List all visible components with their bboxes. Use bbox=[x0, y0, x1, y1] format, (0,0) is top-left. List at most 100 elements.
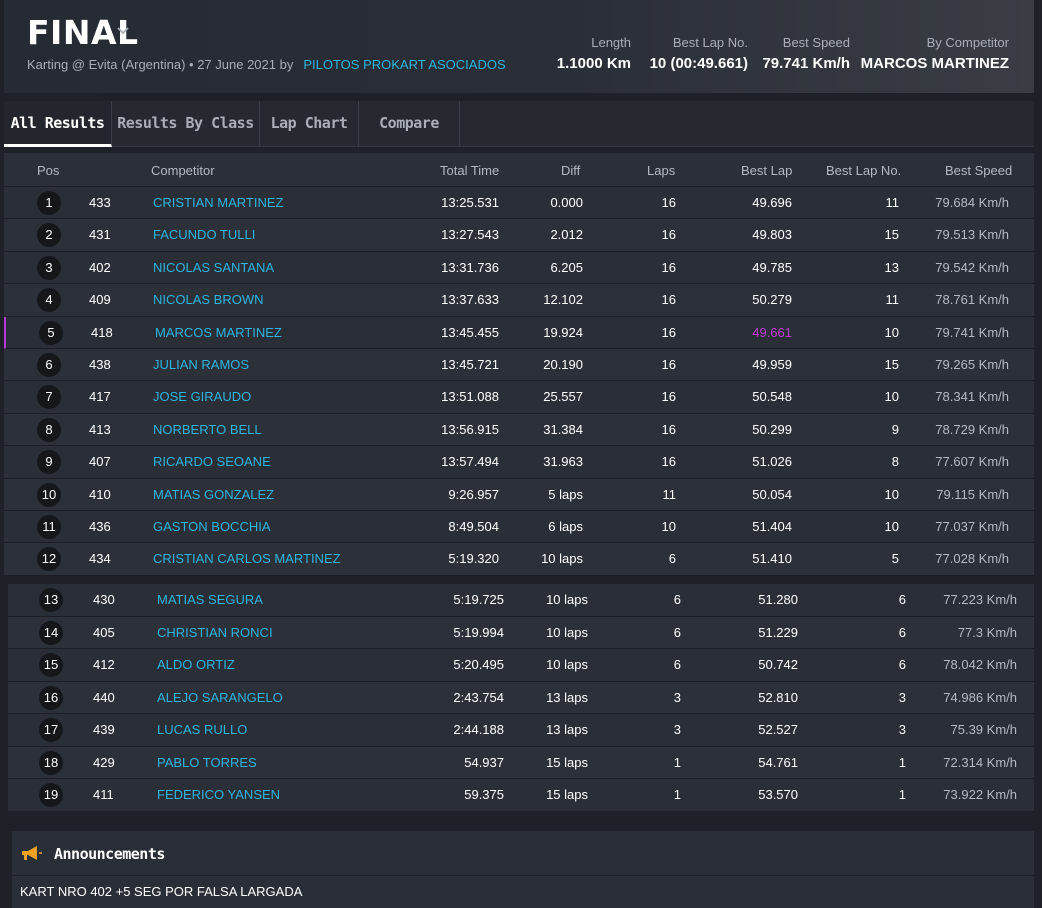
col-laps[interactable]: Laps bbox=[647, 163, 676, 178]
best-speed: 78.042 Km/h bbox=[943, 657, 1017, 672]
col-diff[interactable]: Diff bbox=[561, 163, 581, 178]
best-speed: 72.314 Km/h bbox=[943, 754, 1017, 770]
table-row[interactable]: 17 439 LUCAS RULLO 2:44.188 13 laps 3 52.527 3 7… bbox=[8, 714, 1034, 747]
table-row[interactable]: 18 429 PABLO TORRES 54.937 15 laps 1 54.761 1 72… bbox=[8, 746, 1034, 779]
laps: 6 bbox=[673, 592, 681, 607]
table-row[interactable]: 19 411 FEDERICO YANSEN 59.375 15 laps 1 53.570… bbox=[8, 779, 1034, 812]
laps: 3 bbox=[673, 689, 681, 705]
col-best-speed[interactable]: Best Speed bbox=[945, 163, 1013, 178]
competitor-name[interactable]: NORBERTO BELL bbox=[153, 421, 262, 437]
best-speed: 77.037 Km/h bbox=[935, 518, 1009, 534]
best-speed: 77.028 Km/h bbox=[935, 551, 1009, 567]
laps: 16 bbox=[661, 454, 676, 470]
table-row[interactable]: 15 412 ALDO ORTIZ 5:20.495 10 laps 6 50.742 6 78… bbox=[8, 649, 1034, 682]
competitor-name[interactable]: ALEJO SARANGELO bbox=[157, 689, 283, 705]
tab-all-results[interactable]: All Results bbox=[4, 101, 112, 147]
position-badge: 15 bbox=[39, 653, 63, 677]
table-row[interactable]: 5 418 MARCOS MARTINEZ 13:45.455 19.924 16 49.6… bbox=[4, 316, 1034, 349]
best-lap-no: 3 bbox=[898, 722, 906, 737]
megaphone-icon bbox=[22, 846, 42, 860]
diff: 15 laps bbox=[546, 754, 588, 770]
table-row[interactable]: 4 409 NICOLAS BROWN 13:37.633 12.102 16 50.279… bbox=[4, 284, 1034, 317]
competitor-name[interactable]: NICOLAS BROWN bbox=[153, 292, 264, 308]
best-lap: 50.742 bbox=[758, 657, 798, 672]
table-row[interactable]: 7 417 JOSE GIRAUDO 13:51.088 25.557 16 50.548 1… bbox=[4, 381, 1034, 414]
competitor-name[interactable]: PABLO TORRES bbox=[157, 754, 257, 770]
col-best-lap-no[interactable]: Best Lap No. bbox=[826, 163, 902, 178]
diff: 20.190 bbox=[543, 356, 583, 372]
position-badge: 8 bbox=[37, 417, 61, 442]
competitor-name[interactable]: JOSE GIRAUDO bbox=[153, 389, 252, 405]
best-lap-no: 11 bbox=[885, 195, 900, 210]
competitor-name[interactable]: RICARDO SEOANE bbox=[153, 454, 271, 470]
tab-compare[interactable]: Compare bbox=[359, 101, 460, 147]
position-badge: 19 bbox=[39, 783, 63, 807]
competitor-name[interactable]: MATIAS GONZALEZ bbox=[153, 486, 275, 502]
diff: 15 laps bbox=[546, 787, 588, 802]
laps: 16 bbox=[661, 324, 676, 340]
best-speed: 78.761 Km/h bbox=[935, 292, 1009, 308]
competitor-name[interactable]: MARCOS MARTINEZ bbox=[155, 324, 282, 340]
diff: 13 laps bbox=[546, 689, 588, 705]
best-speed: 78.341 Km/h bbox=[935, 389, 1009, 405]
diff: 31.963 bbox=[543, 454, 583, 470]
col-total-time[interactable]: Total Time bbox=[440, 163, 500, 178]
competitor-name[interactable]: MATIAS SEGURA bbox=[157, 592, 263, 607]
best-speed: 77.3 Km/h bbox=[957, 624, 1017, 640]
competitor-name[interactable]: FEDERICO YANSEN bbox=[157, 787, 281, 802]
laps: 16 bbox=[661, 389, 676, 405]
diff: 0.000 bbox=[550, 195, 583, 210]
diff: 10 laps bbox=[541, 551, 583, 567]
table-row[interactable]: 8 413 NORBERTO BELL 13:56.915 31.384 16 50.299… bbox=[4, 413, 1034, 447]
competitor-name[interactable]: CRISTIAN MARTINEZ bbox=[153, 195, 284, 210]
kart-number: 436 bbox=[89, 518, 111, 534]
table-row[interactable]: 2 431 FACUNDO TULLI 13:27.543 2.012 16 49.803 1… bbox=[4, 219, 1034, 252]
competitor-name[interactable]: NICOLAS SANTANA bbox=[153, 259, 275, 275]
best-lap-no: 9 bbox=[891, 421, 899, 437]
best-lap: 51.280 bbox=[758, 592, 798, 607]
best-speed: 78.729 Km/h bbox=[935, 421, 1009, 437]
best-speed: 75.39 Km/h bbox=[950, 722, 1018, 737]
col-pos[interactable]: Pos bbox=[37, 163, 60, 178]
total-time: 13:31.736 bbox=[441, 259, 499, 275]
table-row[interactable]: 3 402 NICOLAS SANTANA 13:31.736 6.205 16 49.78… bbox=[4, 251, 1034, 285]
competitor-name[interactable]: GASTON BOCCHIA bbox=[153, 518, 271, 534]
best-lap: 54.761 bbox=[758, 754, 798, 770]
tab-results-by-class[interactable]: Results By Class bbox=[112, 101, 260, 147]
kart-number: 402 bbox=[89, 259, 111, 275]
total-time: 13:27.543 bbox=[441, 227, 499, 243]
best-lap: 49.785 bbox=[752, 259, 792, 275]
chevron-down-icon[interactable] bbox=[116, 24, 130, 38]
col-competitor[interactable]: Competitor bbox=[151, 163, 215, 178]
competitor-name[interactable]: CRISTIAN CARLOS MARTINEZ bbox=[153, 551, 341, 567]
table-row[interactable]: 13 430 MATIAS SEGURA 5:19.725 10 laps 6 51.280… bbox=[8, 584, 1034, 617]
best-speed: 79.684 Km/h bbox=[935, 195, 1009, 210]
table-row[interactable]: 11 436 GASTON BOCCHIA 8:49.504 6 laps 10 51.40… bbox=[4, 510, 1034, 544]
table-row[interactable]: 9 407 RICARDO SEOANE 13:57.494 31.963 16 51.02… bbox=[4, 446, 1034, 479]
position-badge: 14 bbox=[39, 620, 63, 645]
table-row[interactable]: 6 438 JULIAN RAMOS 13:45.721 20.190 16 49.959 1… bbox=[4, 348, 1034, 382]
kart-number: 412 bbox=[93, 657, 115, 672]
laps: 10 bbox=[661, 518, 676, 534]
total-time: 59.375 bbox=[464, 787, 504, 802]
table-row[interactable]: 10 410 MATIAS GONZALEZ 9:26.957 5 laps 11 50.0… bbox=[4, 478, 1034, 511]
competitor-name[interactable]: LUCAS RULLO bbox=[157, 722, 248, 737]
total-time: 2:43.754 bbox=[453, 689, 504, 705]
announcements-title: Announcements bbox=[54, 845, 165, 863]
col-best-lap[interactable]: Best Lap bbox=[741, 163, 793, 178]
competitor-name[interactable]: CHRISTIAN RONCI bbox=[157, 624, 273, 640]
kart-number: 417 bbox=[89, 389, 111, 405]
position-badge: 2 bbox=[37, 223, 61, 248]
best-lap-no: 6 bbox=[898, 657, 906, 672]
competitor-name[interactable]: JULIAN RAMOS bbox=[153, 356, 250, 372]
laps: 16 bbox=[661, 421, 676, 437]
table-row[interactable]: 12 434 CRISTIAN CARLOS MARTINEZ 5:19.320 10 … bbox=[4, 543, 1034, 576]
competitor-name[interactable]: ALDO ORTIZ bbox=[157, 657, 235, 672]
table-row[interactable]: 16 440 ALEJO SARANGELO 2:43.754 13 laps 3 52.8… bbox=[8, 681, 1034, 714]
table-row[interactable]: 1 433 CRISTIAN MARTINEZ 13:25.531 0.000 16 49.… bbox=[4, 187, 1034, 220]
competitor-name[interactable]: FACUNDO TULLI bbox=[153, 227, 256, 243]
tab-lap-chart[interactable]: Lap Chart bbox=[260, 101, 359, 147]
table-row[interactable]: 14 405 CHRISTIAN RONCI 5:19.994 10 laps 6 51.2… bbox=[8, 616, 1034, 649]
total-time: 54.937 bbox=[464, 754, 504, 770]
organizer-link[interactable]: PILOTOS PROKART ASOCIADOS bbox=[303, 57, 506, 72]
